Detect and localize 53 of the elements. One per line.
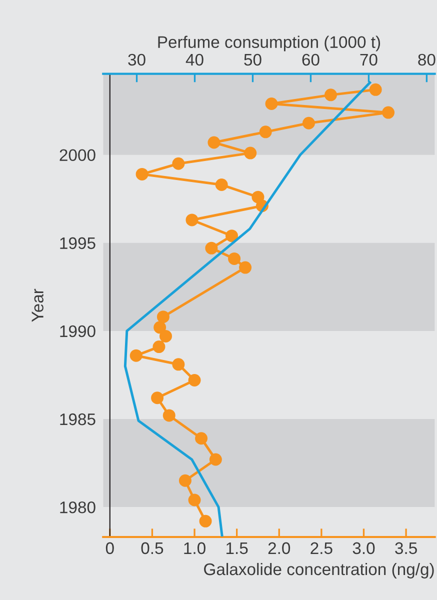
point — [154, 321, 166, 334]
point — [151, 392, 164, 404]
point — [199, 514, 212, 528]
point — [208, 136, 220, 149]
x2-tick-label: 50 — [244, 54, 262, 66]
x2-tick-label: 40 — [186, 54, 204, 66]
y-tick-label: 1995 — [60, 237, 96, 250]
point — [382, 106, 395, 119]
point — [259, 126, 272, 138]
point — [195, 432, 208, 445]
y-tick-label: 1980 — [60, 501, 96, 514]
point — [152, 340, 166, 354]
point — [156, 310, 170, 324]
x2-tick-label: 30 — [128, 54, 146, 66]
point — [228, 252, 241, 265]
point — [209, 453, 222, 466]
point — [265, 97, 278, 110]
point — [162, 409, 176, 422]
point — [188, 494, 201, 506]
x-tick-label: 3.0 — [352, 542, 375, 554]
x2-tick-label: 70 — [360, 54, 378, 66]
x-tick-label: 2.5 — [310, 542, 332, 554]
point — [172, 157, 185, 170]
point — [130, 349, 142, 362]
x-tick-label: 1.0 — [184, 542, 206, 554]
point — [178, 474, 192, 487]
point — [252, 190, 264, 204]
point — [205, 242, 218, 254]
point — [225, 230, 238, 242]
x-tick-label: 0 — [106, 542, 114, 554]
point — [159, 330, 172, 342]
x2-tick-label: 80 — [418, 54, 436, 66]
point — [136, 168, 148, 180]
x-tick-label: 0.5 — [141, 542, 164, 554]
y-tick-label: 1985 — [60, 413, 96, 426]
point — [172, 358, 185, 371]
x-tick-label: 1.5 — [226, 542, 248, 554]
point — [186, 214, 198, 226]
x2-tick-label: 60 — [302, 54, 320, 66]
x2-axis-title: Perfume consumption (1000 t) — [158, 36, 380, 52]
point — [324, 88, 337, 102]
y-tick-label: 1990 — [60, 325, 96, 338]
x-axis-title: Galaxolide concentration (ng/g) — [204, 562, 434, 578]
y-axis-title: Year — [32, 288, 44, 322]
point — [239, 261, 252, 274]
point — [215, 178, 228, 192]
point — [369, 83, 382, 96]
x-tick-label: 2.0 — [268, 542, 290, 554]
point — [188, 374, 201, 386]
y-tick-label: 2000 — [60, 149, 96, 162]
x-tick-label: 3.5 — [395, 542, 417, 554]
point — [244, 146, 257, 160]
point — [302, 116, 315, 130]
